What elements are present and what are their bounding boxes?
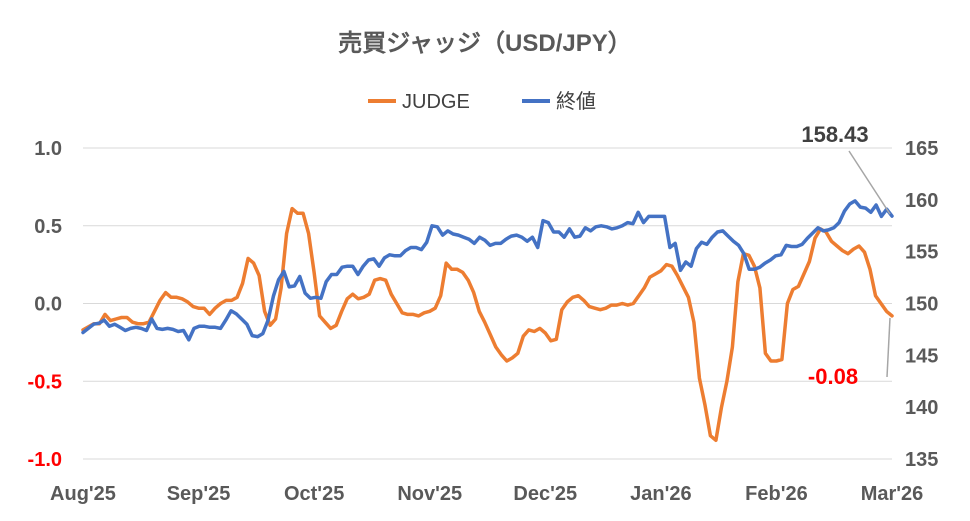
x-tick-label: Dec'25 (513, 483, 577, 505)
x-tick-label: Sep'25 (167, 483, 231, 505)
annotations: 158.43 -0.08 (801, 122, 891, 389)
left-tick-label: 0.5 (34, 216, 62, 238)
x-tick-label: Aug'25 (50, 483, 116, 505)
x-tick-label: Feb'26 (745, 483, 808, 505)
chart-title: 売買ジャッジ（USD/JPY） (338, 30, 632, 57)
right-tick-label: 140 (905, 397, 938, 419)
right-tick-label: 165 (905, 138, 938, 160)
left-axis-ticks: 1.0 0.5 0.0 -0.5 -1.0 (28, 138, 62, 471)
x-tick-label: Jan'26 (630, 483, 691, 505)
left-tick-label: 1.0 (34, 138, 62, 160)
left-tick-label: 0.0 (34, 294, 62, 316)
right-tick-label: 150 (905, 294, 938, 316)
x-axis-ticks: Aug'25 Sep'25 Oct'25 Nov'25 Dec'25 Jan'26 Feb'… (50, 483, 923, 505)
legend: JUDGE 終値 (368, 90, 596, 113)
x-tick-label: Nov'25 (397, 483, 462, 505)
series-line-judge (81, 206, 894, 443)
left-tick-label: -1.0 (28, 449, 62, 471)
right-tick-label: 145 (905, 345, 938, 367)
x-tick-label: Oct'25 (284, 483, 344, 505)
legend-label-close: 終値 (556, 90, 596, 113)
right-tick-label: 135 (905, 449, 938, 471)
legend-label-judge: JUDGE (402, 91, 470, 113)
right-tick-label: 160 (905, 190, 938, 212)
gridlines (83, 147, 892, 460)
series-lines (81, 199, 894, 443)
right-tick-label: 155 (905, 242, 938, 264)
series-line-close (81, 199, 894, 342)
annotation-leader-line (848, 150, 891, 215)
x-tick-label: Mar'26 (861, 483, 924, 505)
annotation-leader-line (886, 317, 891, 378)
annotation-close-last: 158.43 (801, 122, 868, 147)
right-axis-ticks: 165 160 155 150 145 140 135 (905, 138, 938, 471)
annotation-judge-last: -0.08 (808, 364, 858, 389)
left-tick-label: -0.5 (28, 371, 62, 393)
